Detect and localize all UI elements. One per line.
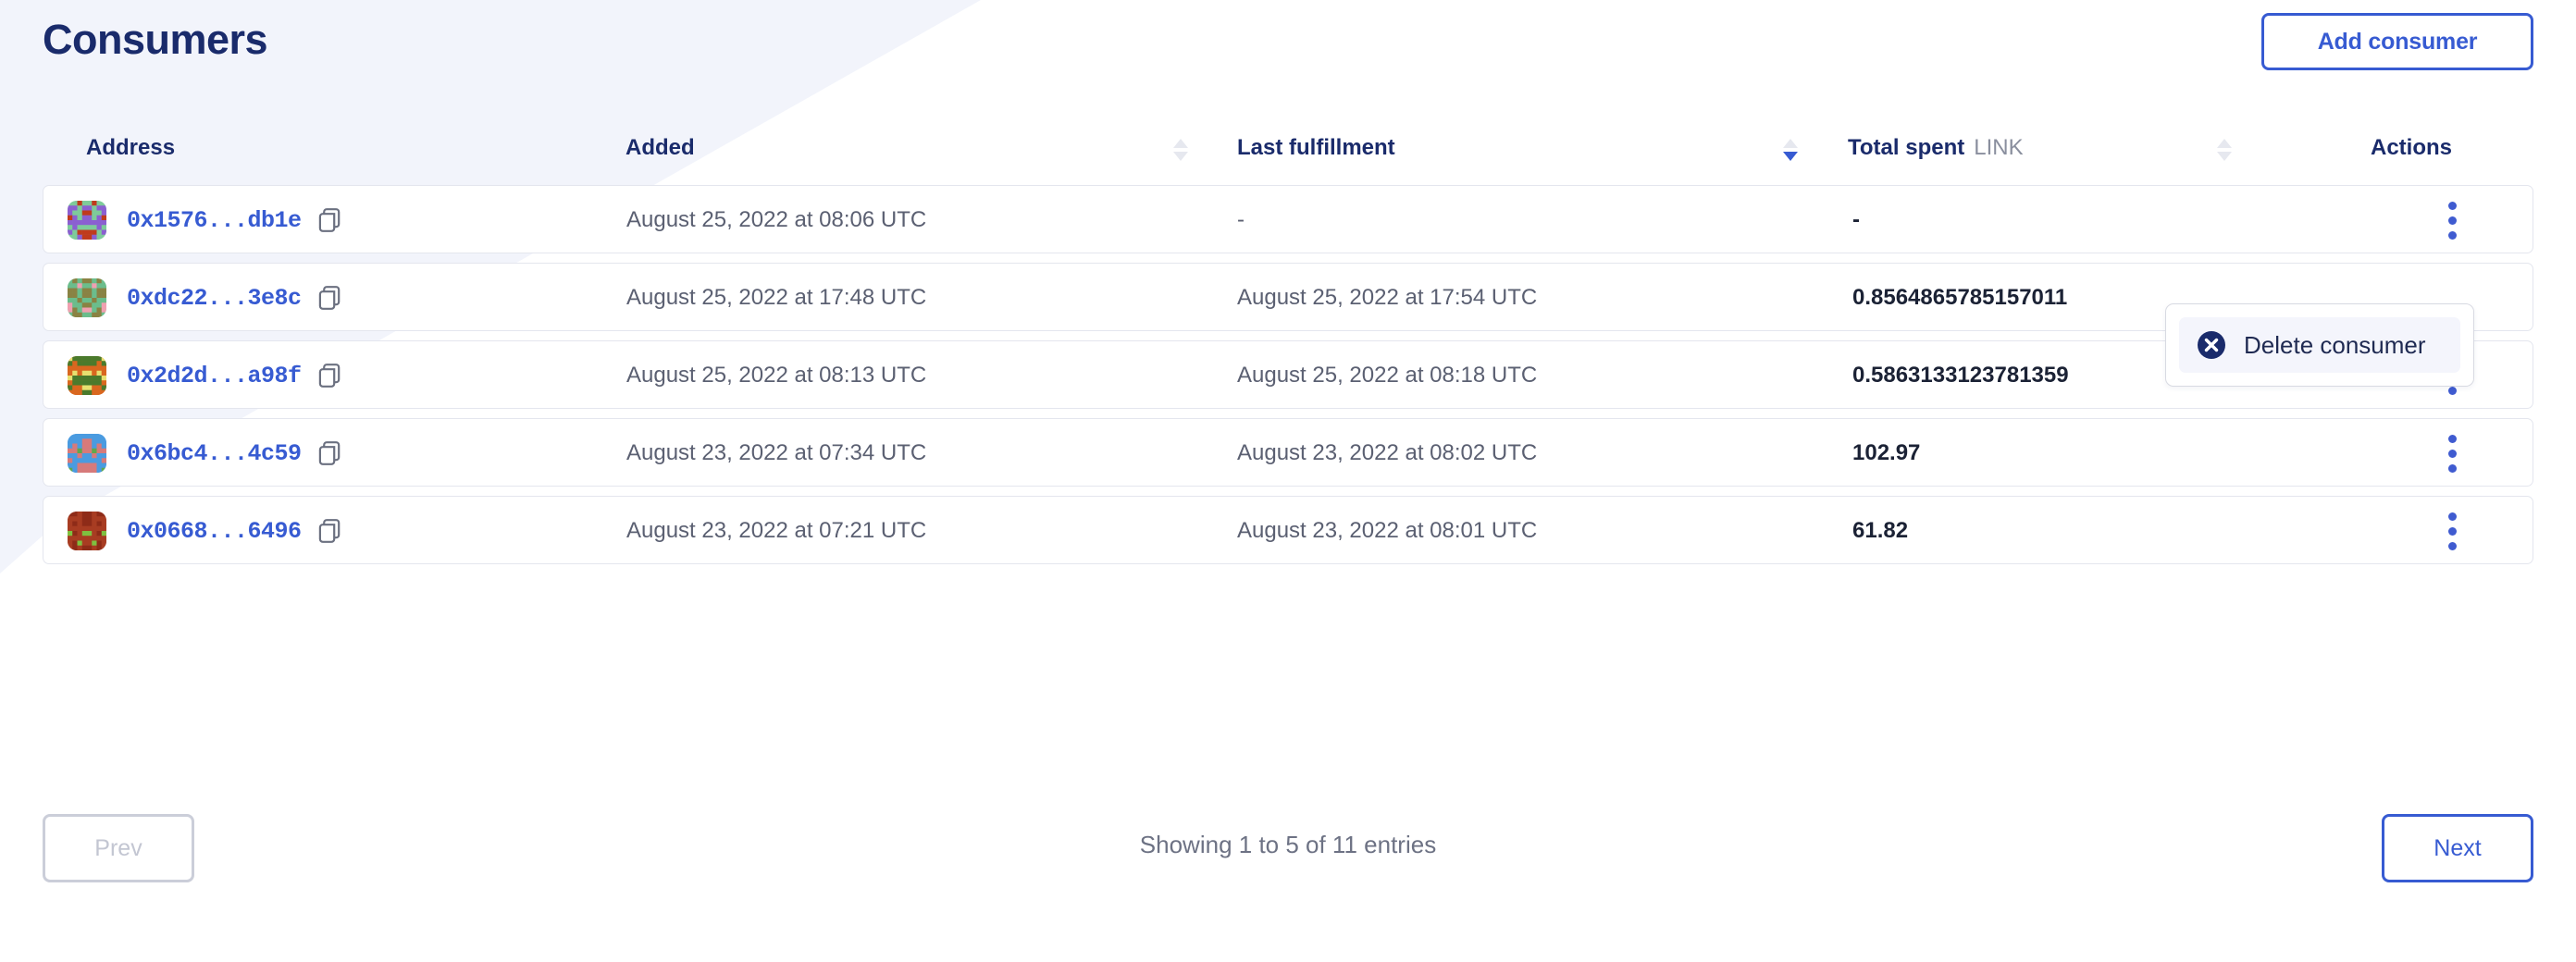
total-spent-value: 61.82	[1852, 518, 1909, 543]
address-identicon	[68, 278, 106, 317]
kebab-menu-icon[interactable]	[2434, 197, 2471, 243]
total-spent-value: 0.8564865785157011	[1852, 285, 2068, 310]
address-link[interactable]: 0x0668...6496	[127, 517, 302, 545]
page-header: Consumers Add consumer	[0, 0, 2576, 102]
cell-total-spent: -	[1852, 186, 1860, 254]
copy-icon[interactable]	[318, 519, 341, 543]
added-timestamp: August 25, 2022 at 17:48 UTC	[626, 285, 927, 310]
table-row: 0x1576...db1e August 25, 2022 at 08:06 UT…	[43, 185, 2533, 253]
address-identicon	[68, 356, 106, 395]
column-header-added[interactable]: Added	[625, 130, 695, 166]
cell-added: August 25, 2022 at 08:06 UTC	[626, 186, 926, 254]
column-header-actions-label: Actions	[2371, 135, 2453, 160]
total-spent-value: 0.5863133123781359	[1852, 363, 2069, 388]
column-header-added-label: Added	[625, 135, 695, 160]
delete-consumer-label: Delete consumer	[2244, 330, 2426, 359]
table-row: 0x6bc4...4c59 August 23, 2022 at 07:34 UT…	[43, 418, 2533, 487]
cell-added: August 25, 2022 at 08:13 UTC	[626, 341, 926, 410]
column-header-actions: Actions	[2371, 130, 2452, 166]
address-link[interactable]: 0xdc22...3e8c	[127, 284, 302, 312]
added-timestamp: August 25, 2022 at 08:06 UTC	[626, 207, 927, 232]
last-fulfillment-timestamp: August 23, 2022 at 08:02 UTC	[1237, 440, 1538, 465]
cell-added: August 23, 2022 at 07:21 UTC	[626, 497, 926, 565]
sort-icon-last-fulfillment[interactable]	[1783, 139, 1798, 163]
added-timestamp: August 23, 2022 at 07:34 UTC	[626, 440, 927, 465]
column-header-last-fulfillment-label: Last fulfillment	[1237, 135, 1395, 160]
cell-last-fulfillment: August 23, 2022 at 08:02 UTC	[1237, 419, 1537, 487]
copy-icon[interactable]	[318, 364, 341, 388]
address-link[interactable]: 0x1576...db1e	[127, 206, 302, 234]
cell-last-fulfillment: August 25, 2022 at 17:54 UTC	[1237, 264, 1537, 332]
cell-total-spent: 0.5863133123781359	[1852, 341, 2069, 410]
cell-added: August 25, 2022 at 17:48 UTC	[626, 264, 926, 332]
last-fulfillment-timestamp: -	[1237, 207, 1245, 232]
table-row: 0xdc22...3e8c August 25, 2022 at 17:48 UT…	[43, 263, 2533, 331]
last-fulfillment-timestamp: August 23, 2022 at 08:01 UTC	[1237, 518, 1538, 543]
table-row: 0x2d2d...a98f August 25, 2022 at 08:13 UT…	[43, 340, 2533, 409]
kebab-menu-icon[interactable]	[2434, 508, 2471, 554]
cell-last-fulfillment: August 23, 2022 at 08:01 UTC	[1237, 497, 1537, 565]
added-timestamp: August 25, 2022 at 08:13 UTC	[626, 363, 927, 388]
cell-total-spent: 61.82	[1852, 497, 1908, 565]
cell-added: August 23, 2022 at 07:34 UTC	[626, 419, 926, 487]
cell-address: 0x2d2d...a98f	[68, 341, 341, 410]
page-title: Consumers	[43, 16, 268, 63]
cell-address: 0x6bc4...4c59	[68, 419, 341, 487]
column-header-address-label: Address	[86, 135, 176, 160]
table-header-row: Address Added Last fulfillment Total spe…	[0, 130, 2576, 185]
prev-page-button[interactable]: Prev	[43, 814, 194, 882]
cell-last-fulfillment: August 25, 2022 at 08:18 UTC	[1237, 341, 1537, 410]
address-link[interactable]: 0x2d2d...a98f	[127, 362, 302, 389]
last-fulfillment-timestamp: August 25, 2022 at 08:18 UTC	[1237, 363, 1538, 388]
column-header-last-fulfillment[interactable]: Last fulfillment	[1237, 130, 1395, 166]
cell-address: 0x0668...6496	[68, 497, 341, 565]
column-header-total-spent[interactable]: Total spent LINK	[1848, 130, 2024, 166]
last-fulfillment-timestamp: August 25, 2022 at 17:54 UTC	[1237, 285, 1538, 310]
delete-consumer-menu-item[interactable]: Delete consumer	[2179, 317, 2460, 373]
cell-address: 0xdc22...3e8c	[68, 264, 341, 332]
column-header-total-spent-unit: LINK	[1974, 135, 2024, 160]
cell-actions	[2420, 419, 2484, 487]
added-timestamp: August 23, 2022 at 07:21 UTC	[626, 518, 927, 543]
address-identicon	[68, 434, 106, 473]
address-identicon	[68, 201, 106, 240]
add-consumer-button[interactable]: Add consumer	[2261, 13, 2533, 70]
pagination-info: Showing 1 to 5 of 11 entries	[1139, 831, 1437, 858]
sort-icon-total-spent[interactable]	[2217, 139, 2232, 163]
total-spent-value: -	[1852, 207, 1860, 232]
cell-total-spent: 0.8564865785157011	[1852, 264, 2067, 332]
table-row: 0x0668...6496 August 23, 2022 at 07:21 UT…	[43, 496, 2533, 564]
cell-actions	[2420, 186, 2484, 254]
column-header-address: Address	[86, 130, 175, 166]
cell-last-fulfillment: -	[1237, 186, 1245, 254]
cell-address: 0x1576...db1e	[68, 186, 341, 254]
close-circle-icon	[2198, 331, 2225, 359]
cell-total-spent: 102.97	[1852, 419, 1920, 487]
sort-icon-added[interactable]	[1173, 139, 1188, 163]
copy-icon[interactable]	[318, 208, 341, 232]
next-page-button[interactable]: Next	[2382, 814, 2533, 882]
copy-icon[interactable]	[318, 441, 341, 465]
address-link[interactable]: 0x6bc4...4c59	[127, 439, 302, 467]
pagination: Prev Showing 1 to 5 of 11 entries Next	[0, 814, 2576, 897]
copy-icon[interactable]	[318, 286, 341, 310]
total-spent-value: 102.97	[1852, 440, 1921, 465]
cell-actions	[2420, 497, 2484, 565]
column-header-total-spent-label: Total spent	[1848, 135, 1965, 160]
actions-dropdown-menu: Delete consumer	[2165, 303, 2474, 387]
address-identicon	[68, 512, 106, 550]
kebab-menu-icon[interactable]	[2434, 430, 2471, 476]
